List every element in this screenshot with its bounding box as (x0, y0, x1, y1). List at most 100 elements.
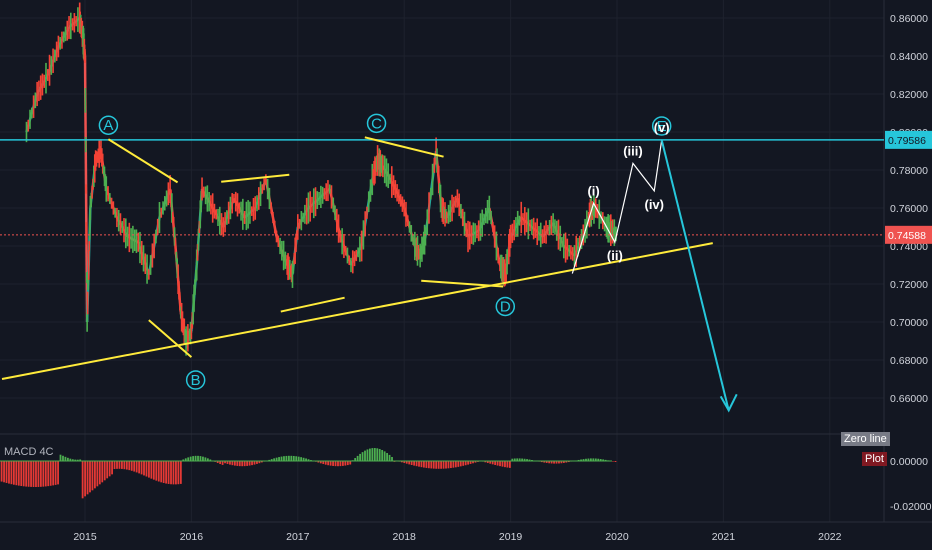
macd-bar (413, 461, 416, 466)
trendline (1, 242, 713, 380)
macd-bar (76, 459, 79, 461)
macd-bar (69, 458, 72, 461)
macd-bar (300, 457, 303, 461)
macd-bar (371, 448, 374, 461)
trendline (421, 279, 504, 288)
macd-bar (445, 461, 447, 469)
macd-bar (334, 461, 337, 467)
macd-bar (118, 461, 121, 469)
macd-bar (305, 458, 307, 461)
wave-circle (98, 115, 119, 135)
macd-bar (96, 461, 99, 487)
macd-bar (98, 461, 101, 485)
price-axis-labels: 0.79586 0.74588 (885, 130, 932, 244)
macd-bar (386, 453, 388, 461)
macd-bar (0, 461, 3, 482)
macd-legend-zero-line[interactable]: Zero line (841, 432, 890, 446)
macd-bar (52, 461, 55, 486)
macd-bar (521, 458, 524, 461)
macd-bar (224, 461, 226, 464)
macd-bar (81, 461, 84, 499)
macd-bar (10, 461, 13, 485)
macd-bar (3, 461, 5, 483)
macd-bar (324, 461, 327, 465)
macd-bar (155, 461, 158, 481)
macd-bar (494, 461, 497, 465)
macd-bar (292, 455, 295, 461)
macd-bar (376, 448, 379, 461)
macd-bar (567, 461, 570, 463)
wave-label-sub: (ii) (607, 248, 623, 263)
macd-bar (491, 461, 494, 465)
macd-bar (604, 459, 607, 461)
price-tick-label: 0.70000 (890, 317, 928, 329)
macd-bar (140, 461, 143, 475)
price-label-text: 0.79586 (888, 135, 926, 147)
macd-bar (172, 461, 175, 485)
macd-bar (39, 461, 42, 487)
macd-bar (256, 461, 258, 464)
macd-bar (523, 458, 526, 461)
macd-bar (403, 461, 406, 464)
macd-bar (290, 455, 293, 461)
macd-bar (592, 458, 595, 461)
macd-bar (231, 461, 234, 466)
macd-bar (442, 461, 445, 469)
macd-bar (42, 461, 45, 487)
wave-counts: A B C D E (i) (ii) (iii) (iv) (v) (98, 113, 672, 390)
wave-circle (366, 113, 387, 134)
macd-bar (548, 461, 551, 464)
macd-bar (221, 461, 224, 465)
macd-bar (187, 457, 190, 461)
price-tick-label: 0.82000 (890, 89, 928, 101)
macd-bar (22, 461, 25, 487)
macd-bar (359, 453, 361, 461)
time-tick-label: 2022 (818, 531, 842, 543)
macd-bar (526, 459, 528, 461)
trendline (280, 296, 345, 313)
macd-bar (553, 461, 555, 464)
wave-label-sub: (i) (587, 183, 599, 198)
macd-bar (602, 459, 605, 461)
price-tick-label: 0.76000 (890, 203, 928, 215)
macd-histogram (0, 448, 617, 499)
macd-bar (5, 461, 8, 483)
macd-bar (582, 459, 585, 461)
macd-bar (400, 461, 403, 463)
macd-bar (472, 461, 474, 464)
projections (571, 139, 738, 413)
macd-bar (437, 461, 440, 469)
macd-bar (101, 461, 104, 483)
macd-bar (44, 461, 47, 487)
macd-bar (199, 456, 202, 461)
macd-bar (432, 461, 435, 469)
macd-bar (558, 461, 560, 464)
wave-label-C: C (371, 115, 382, 132)
time-tick-label: 2021 (712, 531, 736, 543)
time-tick-label: 2016 (180, 531, 204, 543)
grid (0, 0, 884, 522)
macd-bar (287, 455, 290, 461)
macd-bar (160, 461, 163, 483)
macd-bar (25, 461, 28, 487)
macd-bar (499, 461, 501, 467)
macd-bar (35, 461, 37, 487)
macd-legend-plot[interactable]: Plot (862, 452, 887, 466)
macd-bar (135, 461, 138, 473)
macd-bar (8, 461, 10, 484)
macd-bar (138, 461, 140, 474)
macd-bar (179, 461, 182, 484)
macd-bar (121, 461, 123, 469)
macd-bar (170, 461, 172, 485)
macd-bar (381, 450, 384, 461)
macd-bar (474, 461, 477, 463)
macd-bar (283, 456, 285, 461)
macd-bar (489, 461, 492, 464)
macd-bar (113, 461, 116, 470)
macd-bar (486, 461, 489, 463)
macd-bar (37, 461, 40, 487)
macd-title[interactable]: MACD 4C (4, 446, 54, 458)
macd-bar (167, 461, 170, 484)
macd-bar (91, 461, 94, 491)
